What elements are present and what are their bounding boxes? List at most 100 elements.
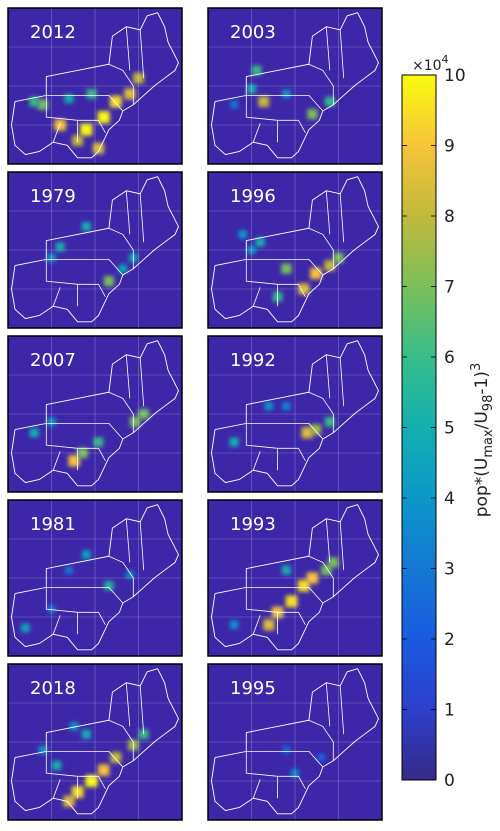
state-border [246,95,324,112]
state-border [108,719,134,761]
heat-cell [264,402,274,411]
map-content [8,336,182,492]
state-border [298,120,306,133]
panel-year-label: 1979 [30,186,76,207]
heat-cell [125,570,134,579]
state-border [108,391,134,433]
panel-year-label: 1981 [30,514,76,535]
colorbar-exponent: ×104 [412,53,449,74]
panel-frame [7,499,183,657]
heat-cell [98,764,110,776]
map-panel-1996: 1996 [207,171,383,329]
heat-cell [64,94,74,103]
state-border [98,776,106,789]
panel-frame [207,663,383,821]
colorbar-tick-label: 5 [444,419,455,439]
colorbar-tick-label: 6 [444,348,455,368]
heat-cell [310,424,322,435]
panel-year-label: 1996 [230,186,276,207]
heat-cell [77,447,88,459]
panel-frame [207,499,383,657]
panel-frame [7,335,183,493]
state-border [308,227,334,269]
heat-cell [133,72,144,84]
heat-cell [247,84,256,94]
heat-cell [52,760,62,770]
state-border [246,422,324,440]
state-border [325,354,331,399]
colorbar-tick-label: 2 [444,630,455,650]
map-content [208,664,382,820]
map-panel-2007: 2007 [7,335,183,493]
panel-frame [207,7,383,165]
state-border [339,685,345,735]
state-border [139,357,145,407]
state-border [308,555,334,597]
state-border [339,357,345,407]
state-border [46,422,124,440]
heat-cell [325,96,335,107]
state-border [98,284,106,297]
heat-cell [333,252,344,263]
heat-cell [301,427,313,439]
state-border [45,423,99,449]
map-panel-1993: 1993 [207,499,383,657]
map-background [8,500,182,656]
heat-cell [229,437,239,447]
colorbar: 0 1 2 3 4 5 6 7 8 9 10 ×104 pop*(Umax/U98-1)3 [401,53,496,791]
heat-cell [282,89,291,98]
state-border [52,287,61,307]
map-background [208,172,382,328]
heat-cell [92,142,104,154]
panel-year-label: 2012 [30,22,76,43]
heat-cell [86,89,97,99]
state-border [45,751,99,777]
map-content [208,500,382,656]
colorbar-tick-label: 3 [444,560,455,580]
state-border [325,190,331,235]
heat-cell [37,99,48,110]
state-border [245,423,299,449]
heat-cell [285,595,298,608]
state-border [98,120,106,133]
heat-cell [21,623,30,633]
heat-cell [55,242,65,252]
state-border [245,95,299,121]
map-background [8,336,182,492]
map-background [8,172,182,328]
colorbar-tick-label: 0 [444,771,455,791]
panel-frame [207,171,383,329]
panel-year-label: 1992 [230,350,276,371]
panel-frame [7,663,183,821]
heat-cell [138,408,149,420]
heat-cell [325,417,335,427]
state-border [308,63,334,105]
state-border [125,190,131,235]
panel-year-label: 2003 [230,22,276,43]
map-background [8,664,182,820]
heat-cell [110,95,122,108]
state-border [108,555,134,597]
map-panel-1979: 1979 [7,171,183,329]
colorbar-tick-label: 9 [444,137,455,157]
state-border [46,258,124,276]
state-border [125,682,131,727]
colorbar-tick-label: 1 [444,701,455,721]
panel-year-label: 2007 [30,350,76,371]
state-border [108,63,134,105]
map-panel-2018: 2018 [7,663,183,821]
heat-cell [321,565,332,576]
heat-cell [229,620,239,629]
panel-frame [7,171,183,329]
state-border [98,448,106,461]
heat-cell [85,775,98,787]
state-border [252,779,261,799]
heat-cell [307,109,318,120]
heat-cell [282,402,291,411]
state-border [298,284,306,297]
state-border [139,685,145,735]
colorbar-label: pop*(Umax/U98-1)3 [469,363,496,517]
state-border [246,258,324,276]
state-border [46,751,124,768]
